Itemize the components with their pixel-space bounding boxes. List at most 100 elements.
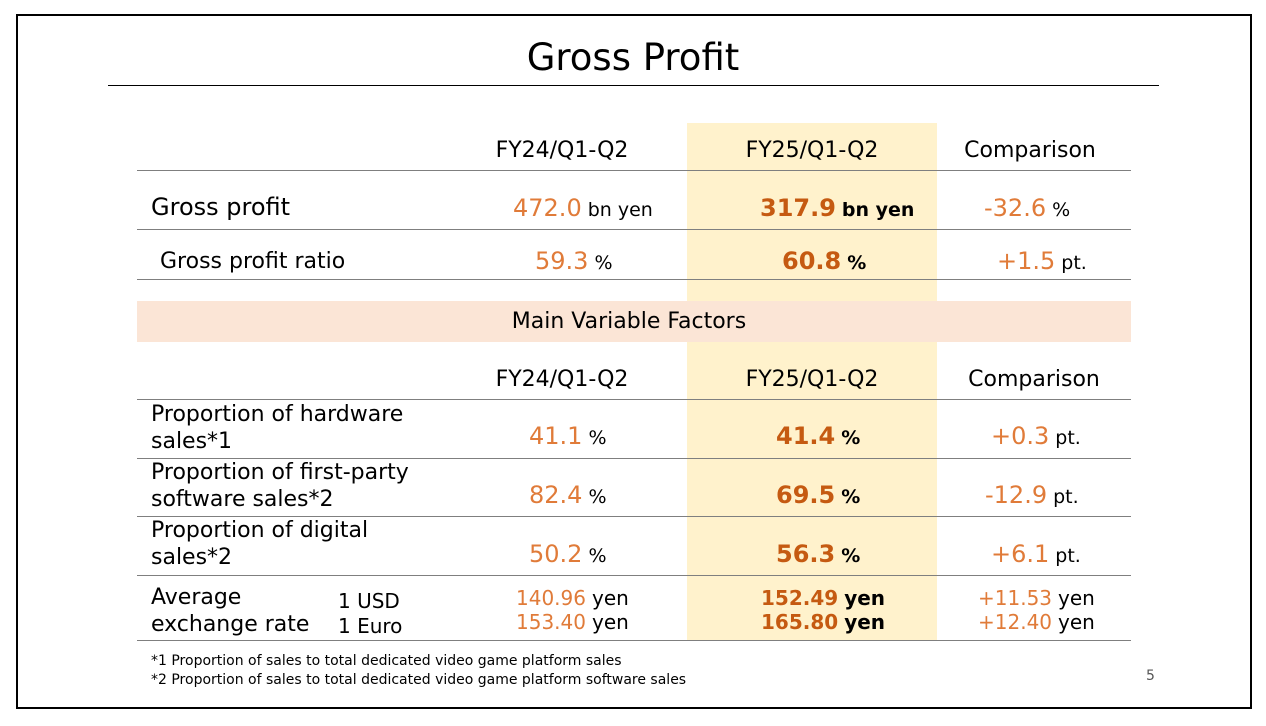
digital-fy25-value: 56.3 <box>776 540 836 568</box>
gross-profit-ratio-fy24: 59.3% <box>535 247 613 278</box>
gross-profit-fy24-value: 472.0 <box>513 194 582 222</box>
first-party-fy25: 69.5% <box>776 481 860 512</box>
title-divider <box>108 85 1159 86</box>
hardware-fy25-unit: % <box>841 427 861 449</box>
fx-fy25-euro-value: 165.80 <box>761 610 839 634</box>
fx-fy24-euro: 153.40 yen <box>516 610 629 635</box>
gross-profit-fy24-unit: bn yen <box>587 199 653 221</box>
factors-band: Main Variable Factors <box>137 301 1131 342</box>
first-party-fy25-value: 69.5 <box>776 481 836 509</box>
digital-fy25: 56.3% <box>776 540 860 571</box>
gross-profit-fy24: 472.0 bn yen <box>513 194 653 225</box>
gross-profit-fy25: 317.9 bn yen <box>760 194 914 225</box>
hardware-fy25: 41.4% <box>776 422 860 453</box>
digital-cmp-value: +6.1 <box>991 540 1050 568</box>
hardware-fy25-value: 41.4 <box>776 422 836 450</box>
fx-label-line1: Average <box>151 585 242 610</box>
fx-cmp-euro-value: +12.40 <box>978 610 1053 634</box>
fx-usd-label: 1 USD <box>338 589 400 613</box>
first-party-fy25-unit: % <box>841 486 861 508</box>
gross-profit-ratio-comparison: +1.5 pt. <box>997 247 1087 278</box>
hardware-cmp-value: +0.3 <box>991 422 1050 450</box>
fx-cmp-usd: +11.53 yen <box>978 586 1095 611</box>
digital-label-line2: sales*2 <box>151 545 233 570</box>
gross-profit-fy25-unit: bn yen <box>841 199 915 221</box>
gross-profit-ratio-fy25-unit: % <box>847 252 867 274</box>
first-party-label-line1: Proportion of first-party <box>151 460 409 485</box>
header-fy24: FY24/Q1-Q2 <box>495 138 629 163</box>
gross-profit-ratio-label: Gross profit ratio <box>160 249 346 274</box>
gross-profit-comparison: -32.6% <box>984 194 1070 225</box>
hardware-label-line1: Proportion of hardware <box>151 402 404 427</box>
fx-fy25-usd: 152.49 yen <box>761 586 885 611</box>
table-bottom-rule <box>137 640 1131 641</box>
fx-cmp-euro-unit: yen <box>1058 610 1095 634</box>
row-rule <box>137 575 1131 576</box>
footnote-1: *1 Proportion of sales to total dedicate… <box>151 653 622 669</box>
fx-fy25-usd-value: 152.49 <box>761 586 839 610</box>
first-party-fy24: 82.4% <box>529 481 607 512</box>
row-rule <box>137 516 1131 517</box>
gross-profit-cmp-unit: % <box>1052 199 1071 221</box>
fx-cmp-usd-value: +11.53 <box>978 586 1053 610</box>
first-party-fy24-unit: % <box>588 486 607 508</box>
header-fy25: FY25/Q1-Q2 <box>745 138 879 163</box>
header-rule <box>137 170 1131 171</box>
fx-fy24-euro-value: 153.40 <box>516 610 586 634</box>
gross-profit-ratio-fy24-value: 59.3 <box>535 247 589 275</box>
gross-profit-ratio-fy25-value: 60.8 <box>782 247 842 275</box>
row-rule <box>137 458 1131 459</box>
slide-frame <box>16 14 1252 709</box>
digital-label-line1: Proportion of digital <box>151 518 369 543</box>
hardware-comparison: +0.3 pt. <box>991 422 1081 453</box>
hardware-fy24-value: 41.1 <box>529 422 583 450</box>
fx-cmp-usd-unit: yen <box>1058 586 1095 610</box>
fx-label-line2: exchange rate <box>151 612 310 637</box>
fx-fy25-euro-unit: yen <box>844 610 886 634</box>
first-party-label: Proportion of first-party software sales*… <box>151 459 409 513</box>
digital-fy24-value: 50.2 <box>529 540 583 568</box>
gross-profit-ratio-fy24-unit: % <box>594 252 613 274</box>
factors-header-comparison: Comparison <box>968 367 1100 392</box>
fx-fy24-usd-value: 140.96 <box>516 586 586 610</box>
fx-cmp-euro: +12.40 yen <box>978 610 1095 635</box>
digital-cmp-unit: pt. <box>1055 545 1081 567</box>
gross-profit-label: Gross profit <box>151 193 291 221</box>
hardware-label: Proportion of hardware sales*1 <box>151 401 403 455</box>
first-party-fy24-value: 82.4 <box>529 481 583 509</box>
gross-profit-cmp-value: -32.6 <box>984 194 1047 222</box>
fy25-highlight-column <box>687 123 937 641</box>
first-party-label-line2: software sales*2 <box>151 487 334 512</box>
digital-fy24-unit: % <box>588 545 607 567</box>
factors-header-rule <box>137 399 1131 400</box>
fx-euro-label: 1 Euro <box>338 614 403 638</box>
page-number: 5 <box>1146 668 1155 684</box>
digital-comparison: +6.1 pt. <box>991 540 1081 571</box>
first-party-cmp-value: -12.9 <box>985 481 1048 509</box>
fx-fy25-euro: 165.80 yen <box>761 610 885 635</box>
first-party-comparison: -12.9 pt. <box>985 481 1079 512</box>
factors-band-label: Main Variable Factors <box>511 309 747 334</box>
slide-title: Gross Profit <box>526 36 740 79</box>
first-party-cmp-unit: pt. <box>1053 486 1079 508</box>
hardware-cmp-unit: pt. <box>1055 427 1081 449</box>
digital-label: Proportion of digital sales*2 <box>151 517 368 571</box>
hardware-fy24-unit: % <box>588 427 607 449</box>
row-rule <box>137 279 1131 280</box>
fx-label: Average exchange rate <box>151 584 309 638</box>
fx-fy24-usd: 140.96 yen <box>516 586 629 611</box>
hardware-label-line2: sales*1 <box>151 429 233 454</box>
factors-header-fy25: FY25/Q1-Q2 <box>745 367 879 392</box>
fx-fy25-usd-unit: yen <box>844 586 886 610</box>
gross-profit-ratio-cmp-unit: pt. <box>1061 252 1087 274</box>
digital-fy25-unit: % <box>841 545 861 567</box>
fx-fy24-euro-unit: yen <box>591 610 629 634</box>
gross-profit-ratio-cmp-value: +1.5 <box>997 247 1056 275</box>
fx-fy24-usd-unit: yen <box>591 586 629 610</box>
gross-profit-fy25-value: 317.9 <box>760 194 836 222</box>
footnote-2: *2 Proportion of sales to total dedicate… <box>151 672 687 688</box>
hardware-fy24: 41.1% <box>529 422 607 453</box>
row-rule <box>137 229 1131 230</box>
digital-fy24: 50.2% <box>529 540 607 571</box>
gross-profit-ratio-fy25: 60.8% <box>782 247 866 278</box>
